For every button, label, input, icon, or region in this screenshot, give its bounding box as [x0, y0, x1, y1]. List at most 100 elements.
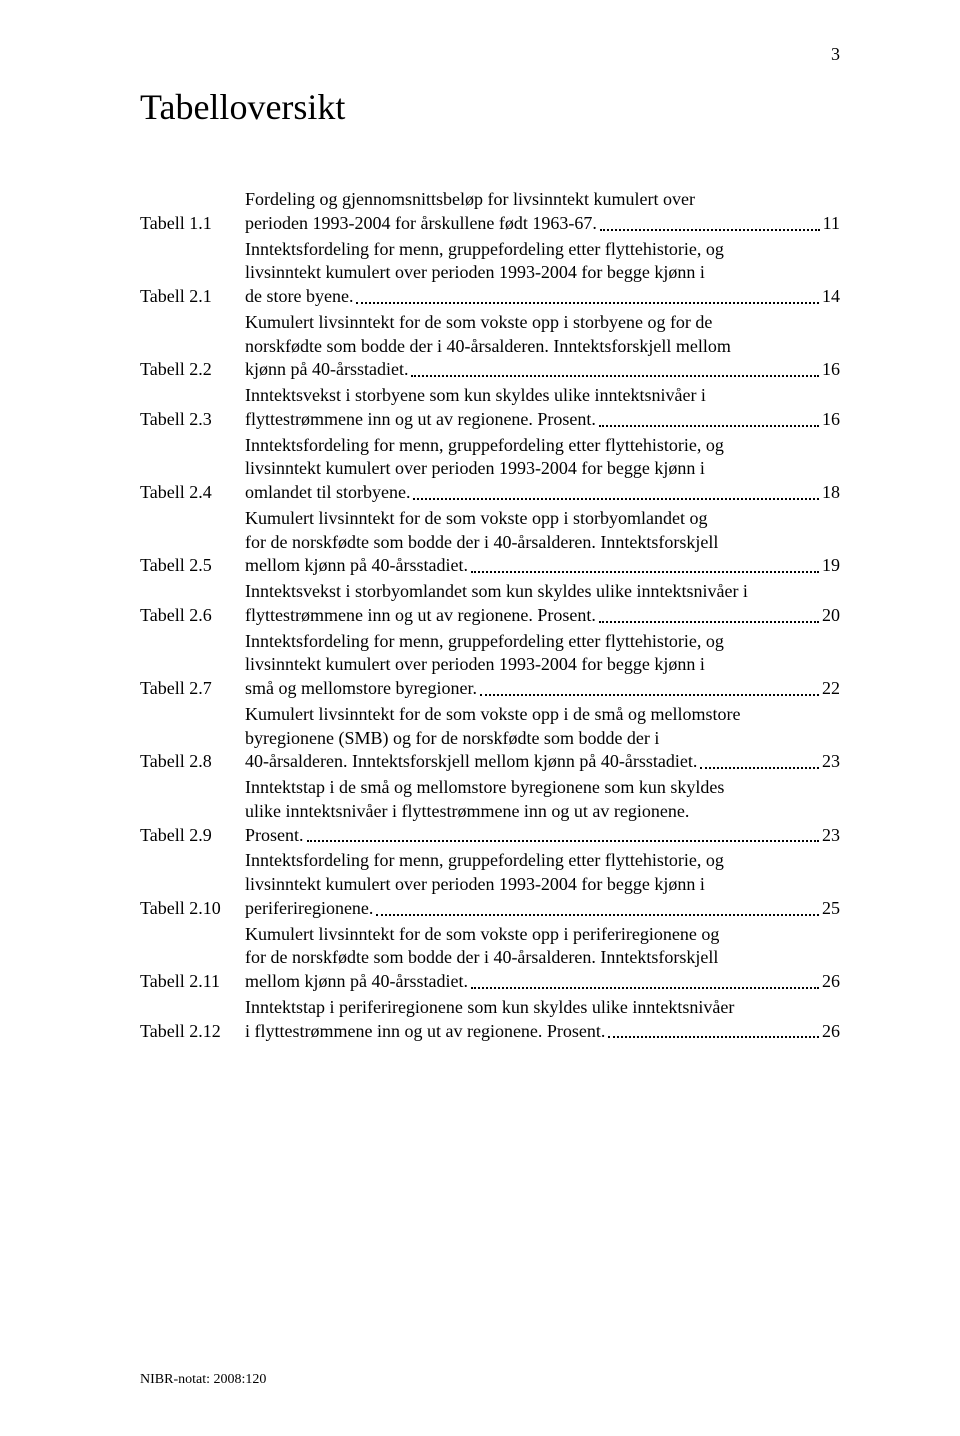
dot-leader — [599, 424, 819, 427]
toc-row: Tabell 2.1Inntektsfordeling for menn, gr… — [140, 238, 840, 309]
toc-text-line: livsinntekt kumulert over perioden 1993-… — [245, 873, 840, 897]
toc-text-line: Inntektstap i de små og mellomstore byre… — [245, 776, 840, 800]
toc-row: Tabell 2.10Inntektsfordeling for menn, g… — [140, 849, 840, 920]
toc-text: mellom kjønn på 40-årsstadiet. — [245, 970, 468, 994]
toc-text-line: livsinntekt kumulert over perioden 1993-… — [245, 261, 840, 285]
toc-row: Tabell 1.1Fordeling og gjennomsnittsbelø… — [140, 188, 840, 236]
page-number: 3 — [831, 44, 840, 65]
toc-text-line: livsinntekt kumulert over perioden 1993-… — [245, 653, 840, 677]
toc-label: Tabell 2.6 — [140, 604, 245, 628]
toc-body: Inntektsvekst i storbyene som kun skylde… — [245, 384, 840, 432]
toc-text-line: livsinntekt kumulert over perioden 1993-… — [245, 457, 840, 481]
toc-text-line: Kumulert livsinntekt for de som vokste o… — [245, 507, 840, 531]
toc-last-line: mellom kjønn på 40-årsstadiet. 26 — [245, 970, 840, 994]
toc-page-number: 16 — [822, 358, 840, 382]
toc-row: Tabell 2.8Kumulert livsinntekt for de so… — [140, 703, 840, 774]
toc-page-number: 26 — [822, 1020, 840, 1044]
toc-text: små og mellomstore byregioner. — [245, 677, 477, 701]
toc-page-number: 26 — [822, 970, 840, 994]
toc-text: 40-årsalderen. Inntektsforskjell mellom … — [245, 750, 697, 774]
toc-label: Tabell 2.7 — [140, 677, 245, 701]
toc-text-line: Kumulert livsinntekt for de som vokste o… — [245, 311, 840, 335]
toc-last-line: kjønn på 40-årsstadiet.16 — [245, 358, 840, 382]
dot-leader — [413, 497, 819, 500]
document-page: 3 Tabelloversikt Tabell 1.1Fordeling og … — [0, 0, 960, 1436]
dot-leader — [700, 766, 819, 769]
toc-row: Tabell 2.2Kumulert livsinntekt for de so… — [140, 311, 840, 382]
toc-text-line: Inntektsfordeling for menn, gruppefordel… — [245, 849, 840, 873]
toc-body: Inntektsfordeling for menn, gruppefordel… — [245, 238, 840, 309]
toc-text: flyttestrømmene inn og ut av regionene. … — [245, 604, 596, 628]
toc-body: Kumulert livsinntekt for de som vokste o… — [245, 507, 840, 578]
toc-last-line: de store byene. 14 — [245, 285, 840, 309]
toc-last-line: 40-årsalderen. Inntektsforskjell mellom … — [245, 750, 840, 774]
toc-body: Inntektstap i periferiregionene som kun … — [245, 996, 840, 1044]
toc-text-line: for de norskfødte som bodde der i 40-års… — [245, 531, 840, 555]
toc-text-line: byregionene (SMB) og for de norskfødte s… — [245, 727, 840, 751]
toc-body: Kumulert livsinntekt for de som vokste o… — [245, 311, 840, 382]
toc-text-line: Inntektsvekst i storbyene som kun skylde… — [245, 384, 840, 408]
toc-text: Prosent. — [245, 824, 304, 848]
dot-leader — [480, 693, 819, 696]
toc-page-number: 19 — [822, 554, 840, 578]
toc-text-line: for de norskfødte som bodde der i 40-års… — [245, 946, 840, 970]
toc-body: Inntektsfordeling for menn, gruppefordel… — [245, 434, 840, 505]
toc-label: Tabell 2.3 — [140, 408, 245, 432]
toc-row: Tabell 2.7Inntektsfordeling for menn, gr… — [140, 630, 840, 701]
table-of-contents: Tabell 1.1Fordeling og gjennomsnittsbelø… — [140, 188, 840, 1043]
dot-leader — [608, 1035, 819, 1038]
toc-row: Tabell 2.6Inntektsvekst i storbyomlandet… — [140, 580, 840, 628]
dot-leader — [471, 986, 819, 989]
toc-last-line: periferiregionene.25 — [245, 897, 840, 921]
toc-text: mellom kjønn på 40-årsstadiet. — [245, 554, 468, 578]
toc-label: Tabell 2.12 — [140, 1020, 245, 1044]
toc-last-line: omlandet til storbyene. 18 — [245, 481, 840, 505]
toc-label: Tabell 2.9 — [140, 824, 245, 848]
toc-text-line: Inntektsvekst i storbyomlandet som kun s… — [245, 580, 840, 604]
toc-body: Inntektstap i de små og mellomstore byre… — [245, 776, 840, 847]
toc-label: Tabell 2.8 — [140, 750, 245, 774]
toc-body: Kumulert livsinntekt for de som vokste o… — [245, 703, 840, 774]
toc-page-number: 18 — [822, 481, 840, 505]
toc-text: omlandet til storbyene. — [245, 481, 410, 505]
toc-page-number: 25 — [822, 897, 840, 921]
toc-last-line: Prosent. 23 — [245, 824, 840, 848]
toc-text-line: Kumulert livsinntekt for de som vokste o… — [245, 703, 840, 727]
toc-row: Tabell 2.9Inntektstap i de små og mellom… — [140, 776, 840, 847]
dot-leader — [471, 570, 819, 573]
toc-row: Tabell 2.12Inntektstap i periferiregione… — [140, 996, 840, 1044]
toc-body: Kumulert livsinntekt for de som vokste o… — [245, 923, 840, 994]
toc-body: Inntektsfordeling for menn, gruppefordel… — [245, 630, 840, 701]
toc-page-number: 14 — [822, 285, 840, 309]
toc-last-line: mellom kjønn på 40-årsstadiet. 19 — [245, 554, 840, 578]
toc-body: Inntektsvekst i storbyomlandet som kun s… — [245, 580, 840, 628]
toc-text: flyttestrømmene inn og ut av regionene. … — [245, 408, 596, 432]
toc-body: Inntektsfordeling for menn, gruppefordel… — [245, 849, 840, 920]
toc-text-line: Kumulert livsinntekt for de som vokste o… — [245, 923, 840, 947]
toc-last-line: små og mellomstore byregioner.22 — [245, 677, 840, 701]
toc-last-line: perioden 1993-2004 for årskullene født 1… — [245, 212, 840, 236]
toc-label: Tabell 2.11 — [140, 970, 245, 994]
toc-text: de store byene. — [245, 285, 353, 309]
dot-leader — [600, 228, 820, 231]
dot-leader — [376, 913, 819, 916]
toc-text: i flyttestrømmene inn og ut av regionene… — [245, 1020, 605, 1044]
toc-text-line: Inntektsfordeling for menn, gruppefordel… — [245, 238, 840, 262]
toc-text-line: norskfødte som bodde der i 40-årsalderen… — [245, 335, 840, 359]
toc-page-number: 23 — [822, 750, 840, 774]
toc-page-number: 11 — [823, 212, 840, 236]
toc-last-line: i flyttestrømmene inn og ut av regionene… — [245, 1020, 840, 1044]
toc-row: Tabell 2.4Inntektsfordeling for menn, gr… — [140, 434, 840, 505]
toc-text-line: Inntektstap i periferiregionene som kun … — [245, 996, 840, 1020]
toc-label: Tabell 2.4 — [140, 481, 245, 505]
toc-body: Fordeling og gjennomsnittsbeløp for livs… — [245, 188, 840, 236]
toc-label: Tabell 2.5 — [140, 554, 245, 578]
toc-text-line: ulike inntektsnivåer i flyttestrømmene i… — [245, 800, 840, 824]
toc-row: Tabell 2.3Inntektsvekst i storbyene som … — [140, 384, 840, 432]
toc-label: Tabell 2.1 — [140, 285, 245, 309]
toc-page-number: 16 — [822, 408, 840, 432]
toc-page-number: 23 — [822, 824, 840, 848]
toc-last-line: flyttestrømmene inn og ut av regionene. … — [245, 604, 840, 628]
toc-label: Tabell 2.2 — [140, 358, 245, 382]
toc-text-line: Inntektsfordeling for menn, gruppefordel… — [245, 434, 840, 458]
